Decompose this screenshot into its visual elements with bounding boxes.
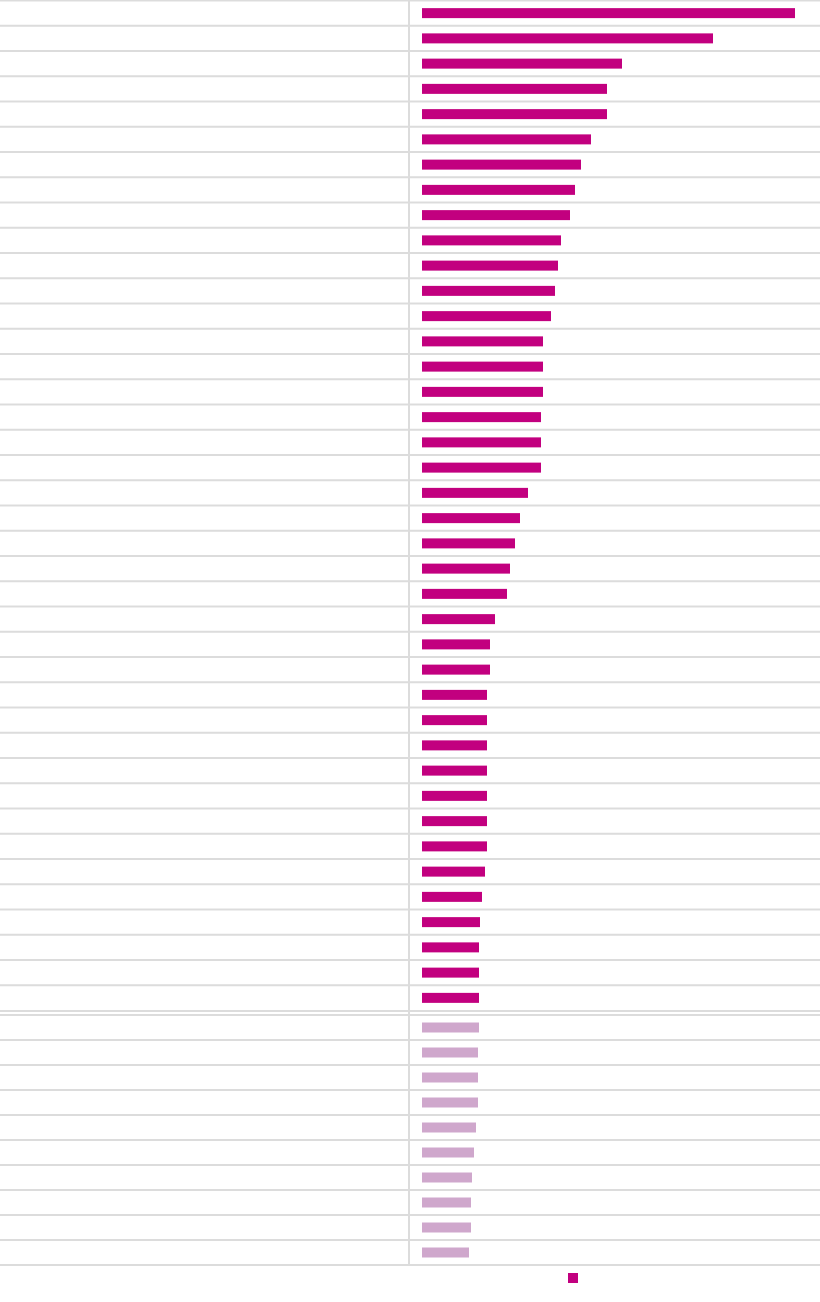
bar	[422, 841, 487, 852]
bar	[422, 614, 495, 625]
bar	[422, 285, 555, 296]
bar	[422, 1247, 469, 1258]
bar	[422, 487, 528, 498]
bar	[422, 8, 795, 19]
bar	[422, 866, 485, 877]
bar	[422, 891, 482, 902]
bar	[422, 462, 541, 473]
bar	[422, 639, 490, 650]
bar	[422, 588, 507, 599]
bar	[422, 386, 543, 397]
bar	[422, 538, 515, 549]
bar	[422, 134, 591, 145]
bar	[422, 412, 541, 423]
bar	[422, 1072, 478, 1083]
bar	[422, 513, 520, 524]
bar	[422, 790, 487, 801]
bar	[422, 1147, 474, 1158]
bar	[422, 917, 480, 928]
bar	[422, 1097, 478, 1108]
bar	[422, 58, 622, 69]
bar	[422, 184, 575, 195]
bar	[422, 1022, 479, 1033]
bar	[422, 336, 543, 347]
bar	[422, 1047, 478, 1058]
bar	[422, 715, 487, 726]
bar	[422, 740, 487, 751]
bar	[422, 235, 561, 246]
bar	[422, 109, 607, 120]
bar	[422, 1197, 471, 1208]
bar	[422, 159, 581, 170]
bar	[422, 992, 479, 1003]
legend-marker	[568, 1273, 578, 1283]
bar	[422, 816, 487, 827]
bar	[422, 437, 541, 448]
bar	[422, 83, 607, 94]
bar	[422, 1172, 472, 1183]
bar	[422, 311, 551, 322]
bar	[422, 563, 510, 574]
bar	[422, 942, 479, 953]
bar	[422, 967, 479, 978]
bar	[422, 210, 570, 221]
bar	[422, 260, 558, 271]
bar	[422, 361, 543, 372]
bar	[422, 1122, 476, 1133]
bar	[422, 689, 487, 700]
bar	[422, 33, 713, 44]
bar	[422, 664, 490, 675]
bar	[422, 1222, 471, 1233]
bar	[422, 765, 487, 776]
